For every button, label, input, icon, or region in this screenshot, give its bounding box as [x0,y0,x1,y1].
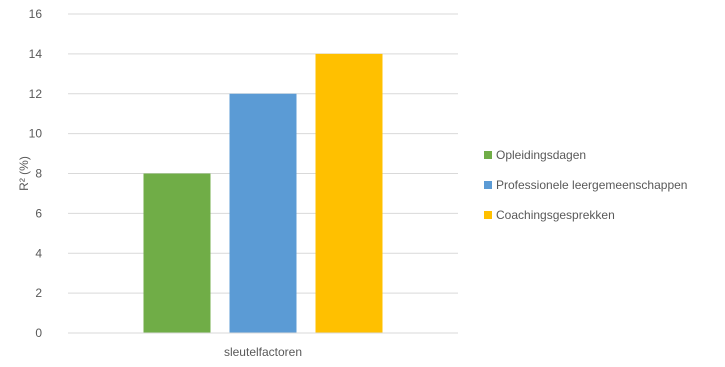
legend: Opleidingsdagen Professionele leergemeens… [484,148,687,222]
y-tick-label: 0 [35,326,42,340]
y-tick-label: 12 [29,87,43,101]
y-tick-label: 10 [29,127,43,141]
y-tick-label: 16 [29,7,43,21]
bar-coachingsgesprekken [315,53,383,333]
legend-swatch [484,211,492,219]
y-tick-label: 14 [29,47,43,61]
bars [143,53,383,333]
legend-label: Coachingsgesprekken [496,208,615,222]
x-axis-label: sleutelfactoren [224,345,302,359]
legend-label: Opleidingsdagen [496,148,586,162]
y-tick-label: 2 [35,286,42,300]
y-tick-label: 4 [35,246,42,260]
y-tick-label: 8 [35,167,42,181]
y-tick-label: 6 [35,206,42,220]
legend-label: Professionele leergemeenschappen [496,178,687,192]
bar-professionele-leergemeenschappen [229,93,297,333]
bar-opleidingsdagen [143,173,211,333]
y-axis-ticks: 0 2 4 6 8 10 12 14 16 [29,7,43,340]
legend-swatch [484,151,492,159]
legend-swatch [484,181,492,189]
y-axis-label: R² (%) [17,156,31,191]
